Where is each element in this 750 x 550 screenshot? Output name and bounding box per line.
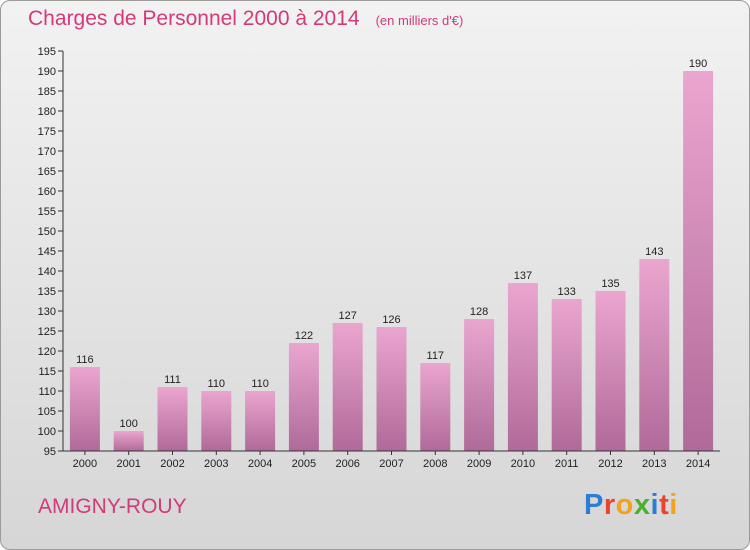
bar-2010 (507, 283, 538, 451)
data-label-2012: 135 (601, 278, 619, 290)
bar-2004 (245, 391, 276, 451)
chart-title: Charges de Personnel 2000 à 2014 (28, 7, 360, 30)
y-axis: 95 100 105 110 115 120 125 130 135 140 145 150 155 16… (38, 46, 64, 458)
data-label-2005: 122 (295, 330, 313, 342)
data-label-2013: 143 (645, 246, 663, 258)
bar-2000 (69, 367, 100, 451)
bar-2003 (201, 391, 232, 451)
bar-2007 (376, 327, 407, 451)
title-row: Charges de Personnel 2000 à 2014 (en mill… (28, 7, 463, 31)
x-tick-label: 2012 (598, 458, 622, 470)
x-tick-label: 2006 (335, 458, 359, 470)
y-tick-label: 170 (38, 146, 56, 158)
y-tick-label: 120 (38, 346, 56, 358)
bar-2013 (639, 259, 670, 451)
bar-2002 (157, 387, 188, 451)
y-tick-label: 95 (44, 446, 56, 458)
y-tick-label: 180 (38, 106, 56, 118)
data-label-2003: 110 (208, 378, 226, 390)
data-label-2007: 126 (382, 314, 400, 326)
x-tick-label: 2007 (379, 458, 403, 470)
bar-2009 (464, 319, 495, 451)
y-tick-label: 135 (38, 286, 56, 298)
commune-name: AMIGNY-ROUY (38, 495, 187, 518)
data-label-2001: 100 (120, 418, 138, 430)
x-tick-label: 2009 (467, 458, 491, 470)
x-tick-label: 2008 (423, 458, 447, 470)
data-label-2000: 116 (76, 354, 94, 366)
y-tick-label: 160 (38, 186, 56, 198)
y-tick-label: 115 (38, 366, 56, 378)
data-label-2002: 111 (164, 374, 181, 386)
x-axis: 2000 2001 2002 2003 2004 2005 2006 2007 2008 2009… (63, 450, 720, 470)
x-tick-label: 2004 (248, 458, 272, 470)
data-label-2009: 128 (470, 306, 488, 318)
data-label-2008: 117 (427, 350, 445, 362)
data-label-2010: 137 (514, 270, 532, 282)
y-tick-label: 175 (38, 126, 56, 138)
bar-2001 (113, 431, 144, 451)
x-tick-label: 2005 (292, 458, 316, 470)
data-label-2014: 190 (689, 58, 707, 70)
x-tick-label: 2011 (555, 458, 579, 470)
proxiti-logo: Proxiti (584, 489, 678, 521)
y-tick-label: 105 (38, 406, 56, 418)
y-tick-label: 125 (38, 326, 56, 338)
bar-2008 (420, 363, 451, 451)
x-tick-label: 2000 (73, 458, 97, 470)
chart-subtitle: (en milliers d'€) (375, 13, 464, 28)
y-tick-label: 110 (38, 386, 56, 398)
y-tick-label: 145 (38, 246, 56, 258)
x-tick-label: 2002 (160, 458, 184, 470)
y-tick-label: 140 (38, 266, 56, 278)
data-label-2011: 133 (558, 286, 576, 298)
bars: 116 100 111 110 110 122 127 126 117 128 137 133 135 1… (69, 58, 714, 451)
bar-2012 (595, 291, 626, 451)
y-tick-label: 195 (38, 46, 56, 58)
bar-2014 (683, 71, 714, 451)
y-tick-label: 130 (38, 306, 56, 318)
bar-2006 (332, 323, 363, 451)
data-label-2004: 110 (251, 378, 269, 390)
y-tick-label: 155 (38, 206, 56, 218)
y-tick-label: 100 (38, 426, 56, 438)
data-label-2006: 127 (339, 310, 357, 322)
x-tick-label: 2001 (116, 458, 140, 470)
bar-2011 (551, 299, 582, 451)
x-tick-label: 2014 (686, 458, 710, 470)
x-tick-label: 2003 (204, 458, 228, 470)
bar-2005 (288, 343, 319, 451)
y-tick-label: 165 (38, 166, 56, 178)
x-tick-label: 2013 (642, 458, 666, 470)
x-tick-label: 2010 (511, 458, 535, 470)
y-tick-label: 150 (38, 226, 56, 238)
y-tick-label: 190 (38, 66, 56, 78)
y-tick-label: 185 (38, 86, 56, 98)
